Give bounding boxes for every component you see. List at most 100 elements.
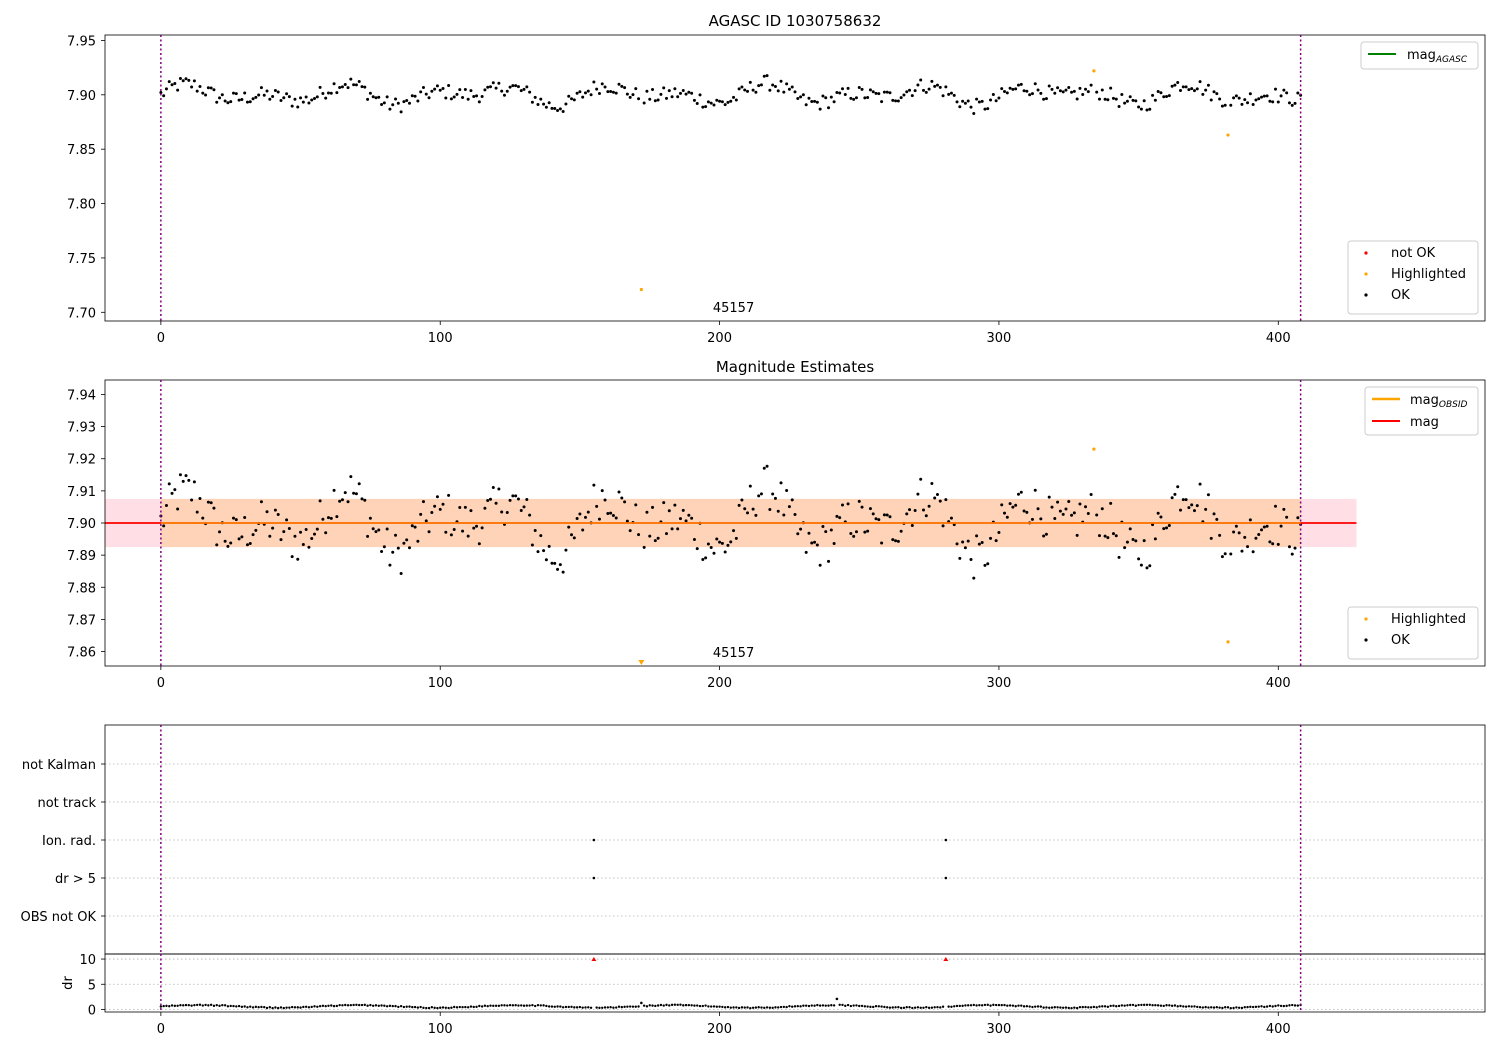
ok-point (371, 95, 375, 99)
ok-point (315, 527, 319, 531)
x-tick-label: 100 (428, 676, 453, 691)
ok-point (1282, 507, 1286, 511)
dr-point (235, 1005, 238, 1008)
dr-point (763, 1006, 766, 1010)
ok-point (533, 529, 537, 533)
dr-point (888, 1006, 892, 1009)
dr-point (531, 1003, 534, 1007)
dr-point (662, 1004, 665, 1007)
ok-point (558, 107, 562, 111)
dr-point (522, 1004, 526, 1007)
dr-point (899, 1006, 903, 1010)
ok-point (1125, 99, 1129, 103)
ok-point (544, 558, 548, 562)
panel2-legend-lower-marker (1364, 638, 1368, 642)
panel1-legend-upper-box (1360, 41, 1479, 70)
ok-point (785, 489, 789, 493)
ok-point (1198, 80, 1202, 84)
ok-point (743, 507, 747, 511)
dr-point (723, 1006, 727, 1009)
ok-point (578, 90, 582, 94)
ok-point (924, 90, 928, 94)
ok-point (491, 486, 495, 490)
ok-point (212, 506, 216, 510)
dr-point (1240, 1006, 1244, 1010)
ok-point (690, 516, 694, 520)
dr-point (578, 1005, 582, 1009)
ok-point (793, 513, 797, 517)
ok-point (1190, 503, 1194, 507)
dr-point (419, 1005, 422, 1009)
ok-point (430, 89, 434, 93)
ok-point (273, 88, 277, 92)
dr-point (215, 1003, 218, 1007)
ok-point (656, 98, 660, 102)
ok-point (692, 98, 696, 102)
ok-point (215, 543, 219, 547)
ok-point (586, 89, 590, 93)
ok-point (368, 516, 372, 520)
dr-point (276, 1006, 280, 1010)
dr-point (503, 1004, 506, 1007)
ok-point (226, 101, 230, 105)
ok-point (514, 494, 518, 498)
ok-point (329, 516, 333, 520)
ok-point (449, 97, 453, 101)
panel1-legend-lower-marker (1364, 251, 1368, 255)
ok-point (1134, 539, 1138, 543)
dr-point (536, 1003, 540, 1007)
ok-point (1117, 104, 1121, 108)
dr-point (785, 1005, 788, 1009)
ok-point (1142, 99, 1146, 103)
ok-point (1262, 94, 1266, 98)
ok-point (963, 101, 967, 105)
ok-point (611, 90, 615, 94)
ok-point (1014, 503, 1018, 507)
dr-point (581, 1006, 584, 1009)
ok-point (835, 514, 839, 518)
dr-point (693, 1004, 696, 1007)
dr-point (330, 1004, 333, 1007)
ok-point (187, 478, 191, 482)
ok-point (913, 508, 917, 512)
dr-point (517, 1004, 520, 1007)
ok-point (1036, 88, 1040, 92)
ok-point (748, 484, 752, 488)
ok-point (380, 102, 384, 106)
dr-clipped-marker (943, 957, 949, 962)
ok-point (653, 99, 657, 103)
ok-point (729, 99, 733, 103)
ok-point (1234, 94, 1238, 98)
ok-point (167, 80, 171, 84)
ok-point (366, 534, 370, 538)
dr-point (243, 1005, 246, 1008)
dr-point (229, 1004, 232, 1008)
panel2-x-axis: 0 100 200 300 400 (157, 666, 1291, 691)
dr-point (916, 1006, 920, 1009)
ok-point (765, 464, 769, 468)
ok-point (1120, 93, 1124, 97)
dr-point (830, 1004, 833, 1007)
dr-point (980, 1004, 984, 1007)
dr-point (466, 1006, 470, 1009)
ok-point (972, 576, 976, 580)
ok-point (326, 91, 330, 95)
dr-point (852, 1004, 855, 1007)
ok-point (1257, 97, 1261, 101)
dr-point (1285, 1004, 1288, 1008)
ok-point (430, 510, 434, 514)
ok-point (877, 92, 881, 96)
ok-point (374, 530, 378, 534)
dr-point (422, 1006, 425, 1010)
ok-point (572, 98, 576, 102)
ok-point (994, 99, 998, 103)
ok-point (201, 516, 205, 520)
dr-point (1154, 1004, 1157, 1007)
ok-point (768, 88, 772, 92)
dr-point (385, 1005, 389, 1008)
ok-point (232, 91, 236, 95)
dr-point (182, 1004, 185, 1007)
ok-point (1089, 83, 1093, 87)
dr-point (810, 1004, 813, 1007)
ok-point (461, 96, 465, 100)
